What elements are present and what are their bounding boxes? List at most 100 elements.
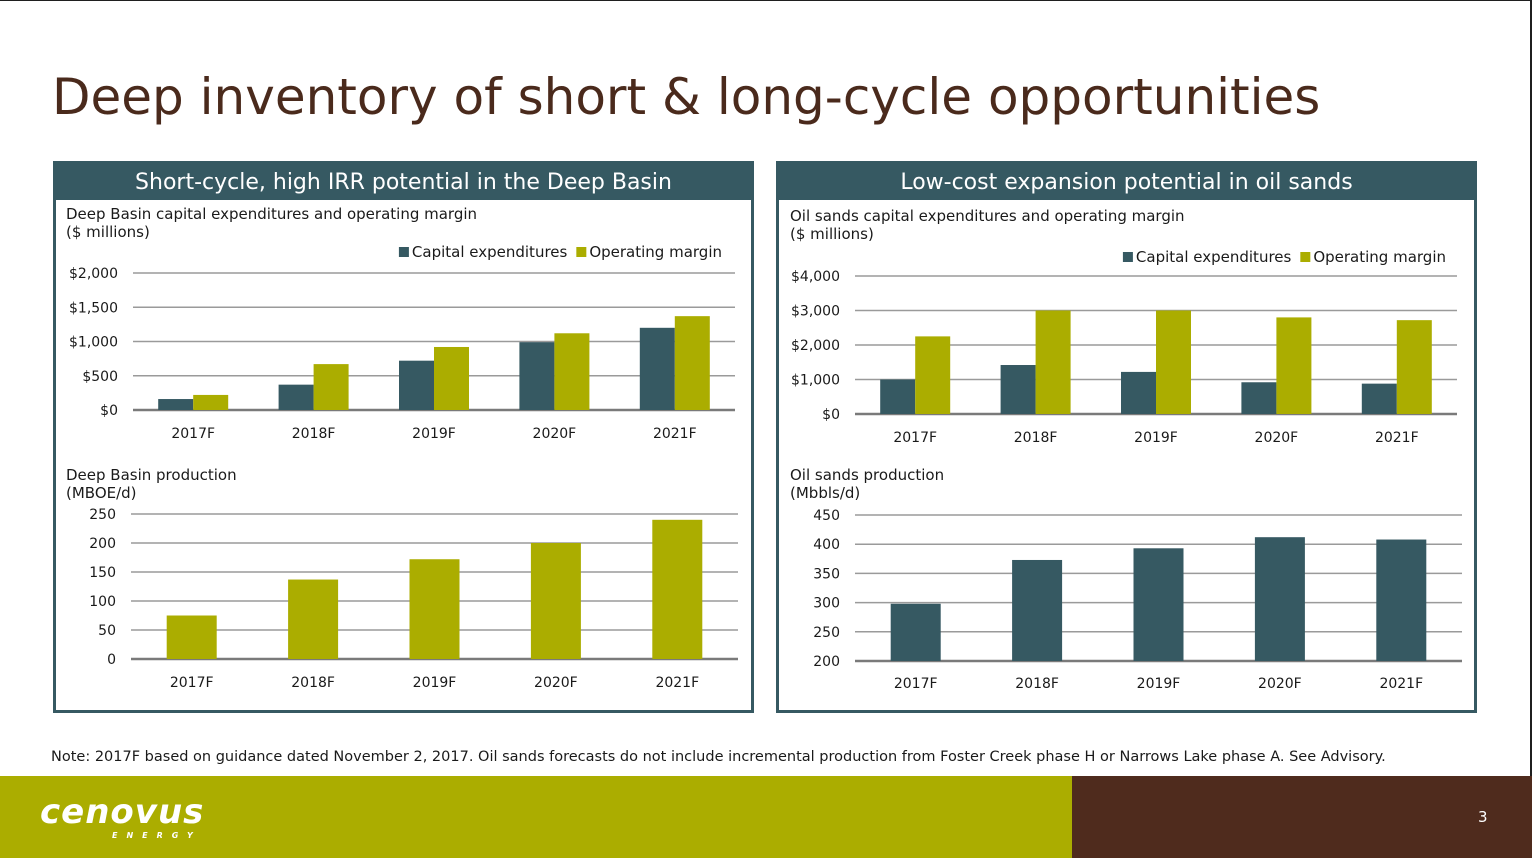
chart3-legend-swatch-1 (1122, 252, 1133, 262)
chart1-bar-2018F-series-1 (278, 384, 314, 410)
chart2-y-tick-label-1: 0 (107, 652, 116, 668)
chart1-category-label-3: 2019F (412, 426, 456, 442)
chart3-legend-label-2: Operating margin (1313, 248, 1446, 266)
chart1-y-tick-label-1: $0 (100, 403, 118, 419)
chart1-bar-2019F-series-1 (399, 360, 434, 410)
chart3-bar-2018F-series-2 (1035, 310, 1071, 414)
chart3-legend-label-1: Capital expenditures (1136, 248, 1292, 266)
frame-right-border (1530, 0, 1532, 776)
chart4-bar-2018F-series-1 (1012, 559, 1063, 661)
chart3-title-line-1: Oil sands capital expenditures and opera… (790, 207, 1185, 225)
chart2-bar-2020F-series-1 (530, 543, 581, 659)
chart4-y-tick-label-4: 350 (813, 566, 840, 582)
deep-basin-panel-header: Short-cycle, high IRR potential in the D… (56, 164, 751, 200)
chart3-bar-2019F-series-1 (1121, 371, 1156, 414)
chart3-category-label-2: 2018F (1014, 430, 1058, 446)
chart4-bar-2021F-series-1 (1376, 539, 1427, 661)
chart4-category-label-5: 2021F (1379, 676, 1423, 692)
chart2-y-tick-label-5: 200 (89, 536, 116, 552)
chart2-bar-2021F-series-1 (652, 519, 703, 659)
chart2-bar-2019F-series-1 (409, 559, 460, 659)
chart1-bar-2017F-series-2 (193, 394, 229, 410)
chart3-bar-2020F-series-1 (1241, 382, 1277, 414)
chart2-bar-2017F-series-1 (166, 615, 217, 659)
oil-sands-panel-header: Low-cost expansion potential in oil sand… (779, 164, 1474, 200)
chart3-bar-2017F-series-2 (915, 336, 951, 414)
chart4-y-tick-label-3: 300 (813, 596, 840, 612)
chart4-y-tick-label-5: 400 (813, 537, 840, 553)
chart1-legend-swatch-1 (398, 247, 409, 257)
chart3-category-label-4: 2020F (1255, 430, 1299, 446)
chart1-category-label-5: 2021F (653, 426, 697, 442)
chart1-legend-swatch-2 (576, 247, 587, 257)
chart1-bar-2021F-series-2 (674, 316, 710, 410)
chart2-bar-2018F-series-1 (288, 579, 339, 659)
chart3-y-tick-label-1: $0 (822, 407, 840, 423)
chart1-y-tick-label-2: $500 (82, 369, 118, 385)
chart3-legend-swatch-2 (1300, 252, 1311, 262)
chart4-y-tick-label-6: 450 (813, 508, 840, 524)
chart1-bar-2018F-series-2 (313, 364, 349, 410)
chart4-category-label-2: 2018F (1015, 676, 1059, 692)
chart2-category-label-5: 2021F (655, 675, 699, 691)
chart1-category-label-2: 2018F (292, 426, 336, 442)
footer-brown-band (1072, 776, 1532, 858)
chart2-y-tick-label-6: 250 (89, 507, 116, 523)
chart3-bar-2017F-series-1 (880, 379, 916, 414)
chart3-y-tick-label-5: $4,000 (791, 269, 840, 285)
chart1-bar-2020F-series-1 (519, 342, 555, 410)
frame-top-border (0, 0, 1532, 1)
footer-olive-band (0, 776, 1072, 858)
chart1-y-tick-label-3: $1,000 (69, 335, 118, 351)
chart4-y-tick-label-2: 250 (813, 625, 840, 641)
chart4-bar-2017F-series-1 (890, 603, 941, 661)
chart3-category-label-5: 2021F (1375, 430, 1419, 446)
cenovus-logo: cenovus (40, 792, 205, 832)
chart1-legend-label-1: Capital expenditures (412, 243, 568, 261)
chart1-title-line-1: Deep Basin capital expenditures and oper… (66, 205, 477, 223)
chart2-title-line-2: (MBOE/d) (66, 484, 137, 502)
chart2-y-tick-label-2: 50 (98, 623, 116, 639)
chart3-y-tick-label-3: $2,000 (791, 338, 840, 354)
chart4-y-tick-label-1: 200 (813, 654, 840, 670)
chart2-category-label-1: 2017F (170, 675, 214, 691)
slide-title: Deep inventory of short & long-cycle opp… (52, 68, 1321, 126)
chart3-bar-2021F-series-2 (1396, 320, 1432, 414)
chart1-y-tick-label-5: $2,000 (69, 266, 118, 282)
chart1-title-line-2: ($ millions) (66, 223, 150, 241)
chart1-bar-2019F-series-2 (434, 346, 469, 410)
chart3-y-tick-label-2: $1,000 (791, 373, 840, 389)
chart4-title-line-2: (Mbbls/d) (790, 484, 860, 502)
chart2-category-label-3: 2019F (413, 675, 457, 691)
chart1-category-label-4: 2020F (533, 426, 577, 442)
chart3-bar-2020F-series-2 (1276, 317, 1312, 414)
chart2-title-line-1: Deep Basin production (66, 466, 237, 484)
chart3-bar-2018F-series-1 (1000, 365, 1036, 414)
chart3-y-tick-label-4: $3,000 (791, 304, 840, 320)
chart1-bar-2017F-series-1 (158, 399, 194, 410)
chart4-bar-2019F-series-1 (1133, 548, 1184, 661)
chart3-bar-2019F-series-2 (1156, 310, 1191, 414)
chart2-category-label-4: 2020F (534, 675, 578, 691)
footnote: Note: 2017F based on guidance dated Nove… (51, 749, 1386, 765)
chart1-legend-label-2: Operating margin (589, 243, 722, 261)
chart1-y-tick-label-4: $1,500 (69, 300, 118, 316)
chart4-category-label-3: 2019F (1137, 676, 1181, 692)
chart4-category-label-4: 2020F (1258, 676, 1302, 692)
chart3-category-label-3: 2019F (1134, 430, 1178, 446)
chart4-title-line-1: Oil sands production (790, 466, 944, 484)
chart2-y-tick-label-3: 100 (89, 594, 116, 610)
chart1-bar-2020F-series-2 (554, 333, 590, 410)
chart4-bar-2020F-series-1 (1254, 537, 1305, 661)
chart2-y-tick-label-4: 150 (89, 565, 116, 581)
chart3-title-line-2: ($ millions) (790, 225, 874, 243)
chart1-bar-2021F-series-1 (639, 327, 675, 410)
chart3-bar-2021F-series-1 (1361, 383, 1397, 414)
chart4-category-label-1: 2017F (894, 676, 938, 692)
cenovus-logo-subtext: ENERGY (112, 831, 202, 840)
page-number: 3 (1478, 808, 1488, 826)
chart2-category-label-2: 2018F (291, 675, 335, 691)
chart1-category-label-1: 2017F (171, 426, 215, 442)
chart3-category-label-1: 2017F (893, 430, 937, 446)
